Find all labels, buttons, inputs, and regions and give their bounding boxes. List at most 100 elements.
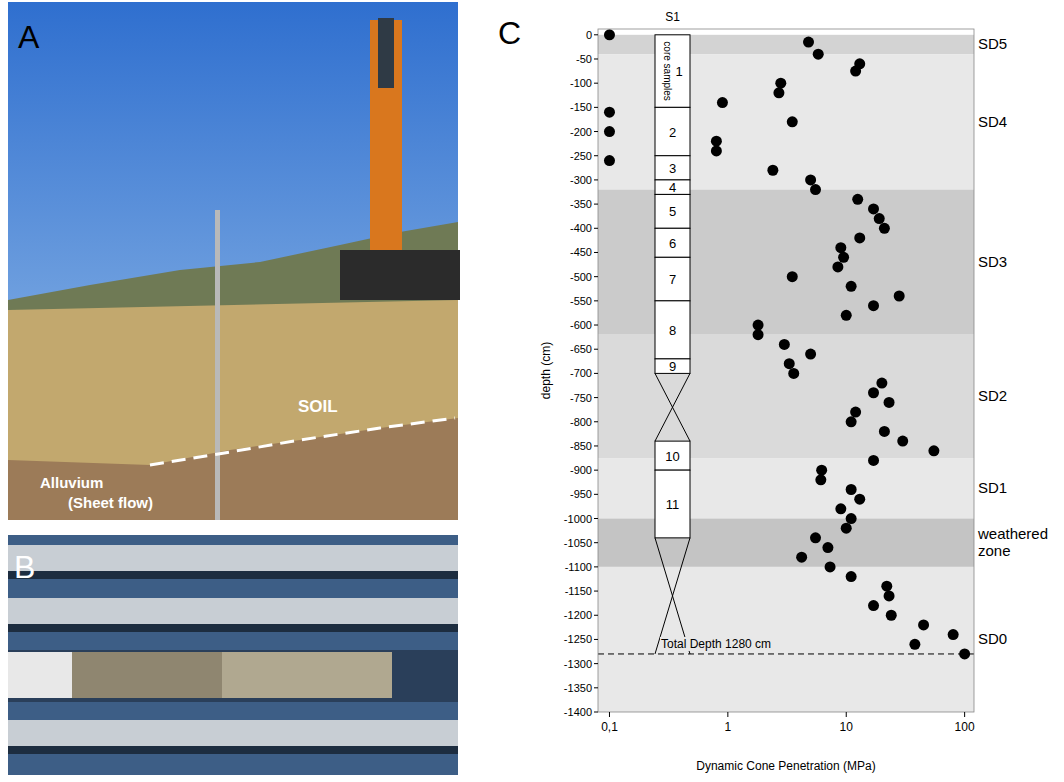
y-tick [594, 58, 598, 59]
y-tick-label: -650 [570, 343, 592, 355]
y-tick-label: -500 [570, 271, 592, 283]
core-tray [8, 535, 458, 775]
drill-head [378, 18, 394, 88]
zone-band [598, 519, 974, 567]
total-depth-label: Total Depth 1280 cm [661, 637, 771, 651]
core-sample-label: 5 [669, 204, 676, 219]
data-point [846, 416, 857, 427]
core-sample-label: 4 [669, 180, 676, 195]
no-recovery-interval [655, 373, 690, 441]
y-tick-label: -1400 [564, 706, 592, 718]
data-point [779, 339, 790, 350]
data-point [815, 474, 826, 485]
core-tube [8, 598, 458, 632]
x-tick-label: 0,1 [601, 720, 618, 734]
zone-band [598, 567, 974, 712]
y-tick-label: -900 [570, 464, 592, 476]
y-tick [594, 34, 598, 35]
zone-label: SD3 [978, 253, 1007, 270]
y-tick [594, 276, 598, 277]
data-point [850, 407, 861, 418]
data-point [841, 523, 852, 534]
y-tick [594, 421, 598, 422]
data-point [753, 320, 764, 331]
core-column-title: S1 [665, 10, 680, 24]
zone-band [598, 335, 974, 458]
y-tick-label: -950 [570, 488, 592, 500]
data-point [868, 600, 879, 611]
core-column-label: core samples [662, 41, 673, 100]
data-point [846, 281, 857, 292]
y-axis-title: depth (cm) [539, 342, 553, 399]
data-point [835, 503, 846, 514]
data-point [846, 571, 857, 582]
y-tick-label: -200 [570, 126, 592, 138]
photo-b [8, 535, 458, 775]
y-tick [594, 252, 598, 253]
y-tick-label: -1000 [564, 513, 592, 525]
data-point [879, 426, 890, 437]
core-sample-label: 6 [669, 236, 676, 251]
core-sediment [72, 652, 222, 698]
zone-label: SD4 [978, 113, 1007, 130]
y-tick [594, 349, 598, 350]
core-column: 1234567891011core samplesS1 [655, 10, 690, 654]
data-point [711, 145, 722, 156]
y-tick-label: -450 [570, 246, 592, 258]
y-tick-label: -1100 [565, 561, 592, 573]
core-tube-open [8, 650, 458, 702]
data-point [711, 136, 722, 147]
y-tick-label: -1150 [565, 585, 592, 597]
panel-label: B [14, 549, 35, 585]
x-tick [609, 712, 610, 717]
y-tick-label: -350 [570, 198, 592, 210]
y-tick [594, 566, 598, 567]
zone-band [598, 35, 974, 54]
data-point [850, 66, 861, 77]
data-point [717, 97, 728, 108]
data-point [948, 629, 959, 640]
data-point [874, 213, 885, 224]
x-tick [964, 712, 965, 717]
core-sample-box [655, 301, 690, 359]
y-tick [594, 300, 598, 301]
data-point [886, 610, 897, 621]
x-tick [727, 712, 728, 717]
core-sample-box [655, 35, 690, 108]
core-sample-box [655, 470, 690, 538]
y-tick [594, 179, 598, 180]
data-point [825, 561, 836, 572]
y-tick [594, 204, 598, 205]
zone-label: SD1 [978, 479, 1007, 496]
y-tick [594, 687, 598, 688]
zone-label: SD0 [978, 630, 1007, 647]
core-sediment [222, 652, 392, 698]
data-point [604, 107, 615, 118]
data-point [796, 552, 807, 563]
data-point [784, 358, 795, 369]
y-tick [594, 470, 598, 471]
core-tube [8, 545, 458, 579]
data-point [876, 378, 887, 389]
data-point [813, 49, 824, 60]
data-point [805, 174, 816, 185]
data-point [879, 223, 890, 234]
core-sample-label: 3 [669, 161, 676, 176]
data-point [822, 542, 833, 553]
data-point [838, 252, 849, 263]
data-point [788, 368, 799, 379]
y-tick-label: -700 [570, 367, 592, 379]
survey-pole [215, 210, 220, 520]
data-point [810, 532, 821, 543]
data-point [841, 310, 852, 321]
x-tick [846, 712, 847, 717]
y-tick-label: -1050 [564, 537, 592, 549]
data-point [854, 494, 865, 505]
core-sample-box [655, 359, 690, 374]
core-sample-box [655, 194, 690, 228]
zone-band [598, 190, 974, 335]
y-tick-label: -50 [576, 53, 592, 65]
data-point [604, 126, 615, 137]
y-tick-label: -250 [570, 150, 592, 162]
y-tick [594, 591, 598, 592]
